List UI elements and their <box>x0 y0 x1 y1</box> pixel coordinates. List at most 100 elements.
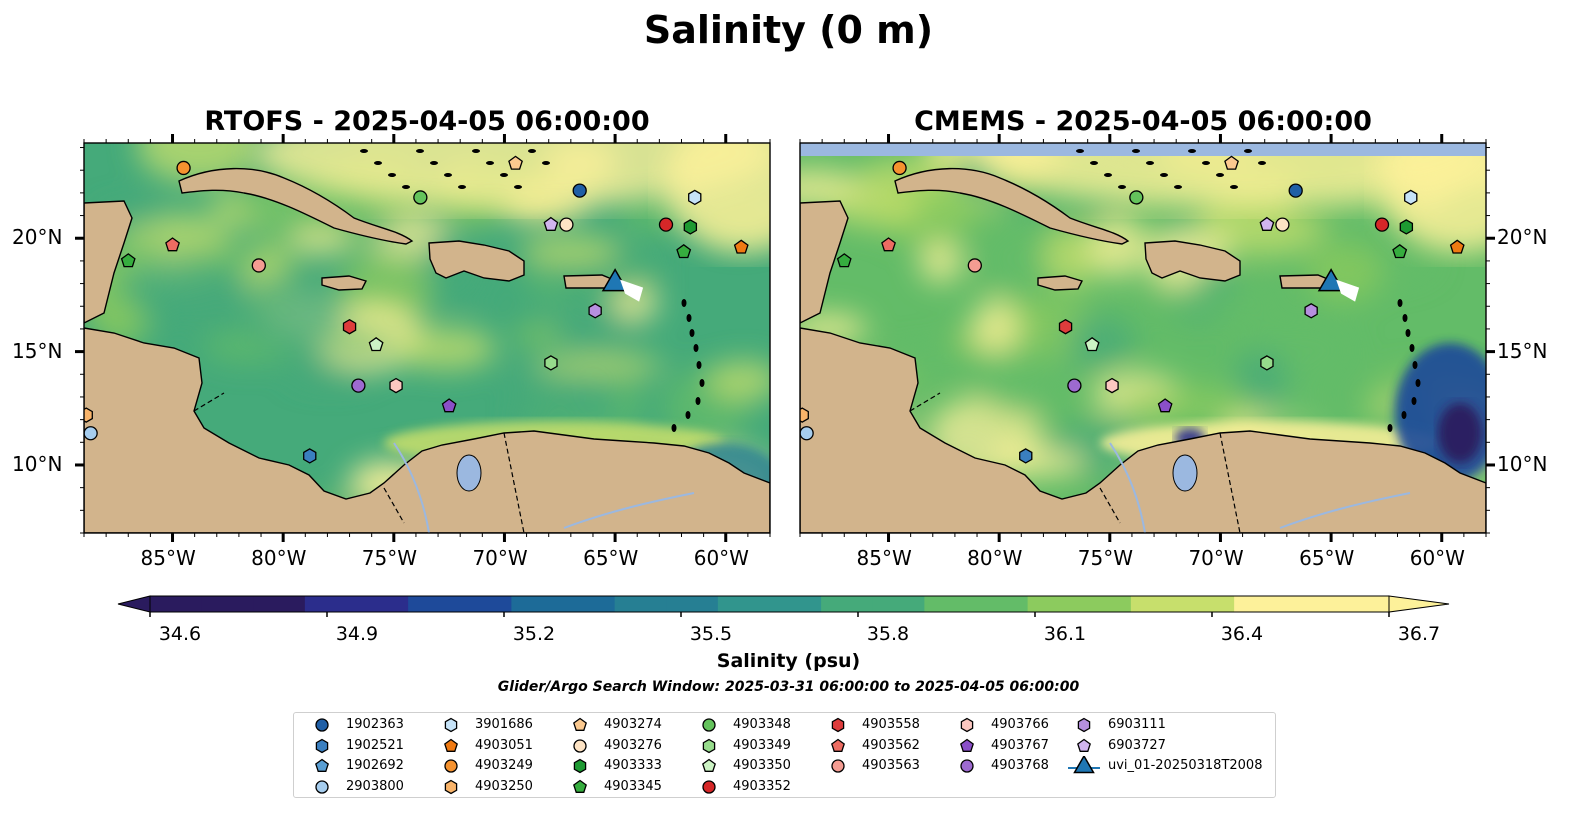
station-marker-4903352 <box>1374 217 1390 232</box>
station-marker-1902521 <box>303 448 317 464</box>
station-marker-6903727 <box>543 216 559 231</box>
legend-item-1902363: 1902363 <box>302 715 427 735</box>
legend-marker-hexagon <box>315 738 329 753</box>
legend-item-1902521: 1902521 <box>302 736 427 756</box>
station-marker-4903563 <box>251 258 266 273</box>
lon-tick-label: 65°W <box>1299 546 1355 570</box>
station-marker-4903345b <box>836 253 852 268</box>
legend: 1902363 1902521 1902692 2903800 3901686 49030… <box>293 712 1276 798</box>
station-marker-4903349 <box>1260 355 1274 371</box>
lon-tick-label: 85°W <box>140 546 196 570</box>
legend-item-4903051: 4903051 <box>431 736 556 756</box>
station-marker-4903766 <box>1105 377 1119 394</box>
colorbar-tick-label: 35.5 <box>689 623 733 645</box>
colorbar-tick-label: 35.8 <box>866 623 910 645</box>
lon-tick-label: 85°W <box>856 546 912 570</box>
lon-tick-label: 70°W <box>1188 546 1244 570</box>
station-marker-4903348 <box>1129 190 1144 205</box>
map-panel-rtofs <box>84 143 770 533</box>
legend-marker-hexagon <box>702 738 716 753</box>
legend-label: 6903111 <box>1108 717 1166 732</box>
station-marker-6903727 <box>1259 216 1275 231</box>
station-marker-4903276 <box>559 217 574 232</box>
colorbar-label: Salinity (psu) <box>716 650 861 672</box>
station-marker-4903348 <box>413 190 428 205</box>
legend-marker-pentagon <box>573 779 587 793</box>
station-marker-4903768 <box>1067 378 1082 393</box>
legend-marker-hexagon <box>444 717 458 733</box>
legend-item-4903333: 4903333 <box>560 756 685 776</box>
legend-marker-circle <box>444 759 458 773</box>
station-marker-4903345 <box>676 243 692 259</box>
station-marker-4903558 <box>342 318 357 335</box>
station-marker-4903051 <box>1449 239 1465 254</box>
station-marker-4903051 <box>733 239 749 254</box>
station-marker-4903274 <box>1224 155 1239 170</box>
colorbar <box>117 595 1450 617</box>
legend-item-4903345: 4903345 <box>560 777 685 797</box>
legend-label: 4903558 <box>862 717 920 732</box>
legend-marker-pentagon <box>702 758 716 772</box>
station-marker-6903111 <box>588 303 602 319</box>
colorbar-tick-label: 36.4 <box>1220 623 1264 645</box>
lon-tick-label: 75°W <box>1077 546 1134 570</box>
legend-label: 4903767 <box>991 737 1049 753</box>
legend-marker-pentagon <box>960 738 974 752</box>
station-marker-4903345b <box>120 253 136 268</box>
legend-marker-circle <box>702 779 716 794</box>
legend-label: 4903562 <box>862 737 920 753</box>
legend-item-4903348: 4903348 <box>689 715 814 735</box>
station-marker-1902521 <box>1019 448 1033 464</box>
legend-marker-circle <box>573 738 587 753</box>
legend-label: 4903563 <box>862 758 920 773</box>
legend-item-4903276: 4903276 <box>560 736 685 756</box>
station-marker-4903562 <box>165 237 180 252</box>
lon-tick-label: 70°W <box>472 546 528 570</box>
legend-marker-pentagon <box>831 738 845 752</box>
legend-marker-circle <box>831 759 845 773</box>
colorbar-tick-label: 35.2 <box>512 623 556 645</box>
lat-tick-label: 10°N <box>12 451 63 476</box>
legend-label: 4903274 <box>604 717 662 732</box>
lon-tick-label: 60°W <box>1409 546 1465 570</box>
legend-item-4903558: 4903558 <box>818 715 943 735</box>
legend-label: 1902521 <box>346 737 404 753</box>
legend-label: uvi_01-20250318T2008 <box>1108 758 1263 773</box>
colorbar-tick-label: 34.9 <box>335 623 379 645</box>
legend-label: 1902363 <box>346 717 404 732</box>
legend-item-6903111: 6903111 <box>1064 715 1189 735</box>
legend-label: 4903051 <box>475 737 533 753</box>
map-panel-cmems <box>800 143 1486 533</box>
legend-item-4903352: 4903352 <box>689 777 814 797</box>
legend-item-3901686: 3901686 <box>431 715 556 735</box>
legend-item-4903274: 4903274 <box>560 715 685 735</box>
legend-item-1902692: 1902692 <box>302 756 427 776</box>
station-marker-4903349 <box>544 355 558 371</box>
panel-title-cmems: CMEMS - 2025-04-05 06:00:00 <box>914 106 1372 137</box>
station-marker-4903766 <box>389 377 403 394</box>
station-marker-4903350 <box>368 337 384 352</box>
legend-label: 4903352 <box>733 778 791 794</box>
lon-tick-label: 60°W <box>693 546 749 570</box>
station-marker-4903562 <box>881 237 896 252</box>
legend-item-6903727: 6903727 <box>1064 736 1189 756</box>
lat-tick-label: 15°N <box>12 338 63 363</box>
station-marker-4903768 <box>351 378 366 393</box>
station-marker-2903800 <box>800 426 814 441</box>
station-marker-4903333 <box>683 219 698 235</box>
legend-marker-circle <box>315 718 329 732</box>
legend-label: 4903348 <box>733 717 791 732</box>
legend-item-4903350: 4903350 <box>689 756 814 776</box>
legend-label: 4903250 <box>475 778 533 794</box>
station-marker-4903250 <box>84 407 93 423</box>
legend-marker-hexagon <box>960 717 974 733</box>
lon-tick-label: 75°W <box>361 546 418 570</box>
station-marker-4903333 <box>1399 219 1414 235</box>
panel-title-rtofs: RTOFS - 2025-04-05 06:00:00 <box>204 106 650 137</box>
legend-marker-hexagon <box>573 758 587 774</box>
legend-label: 1902692 <box>346 758 404 773</box>
station-marker-4903249 <box>176 160 191 176</box>
legend-item-4903563: 4903563 <box>818 756 943 776</box>
station-marker-4903350 <box>1084 337 1100 352</box>
legend-item-uvi_01-20250318T2008: uvi_01-20250318T2008 <box>1064 756 1262 776</box>
